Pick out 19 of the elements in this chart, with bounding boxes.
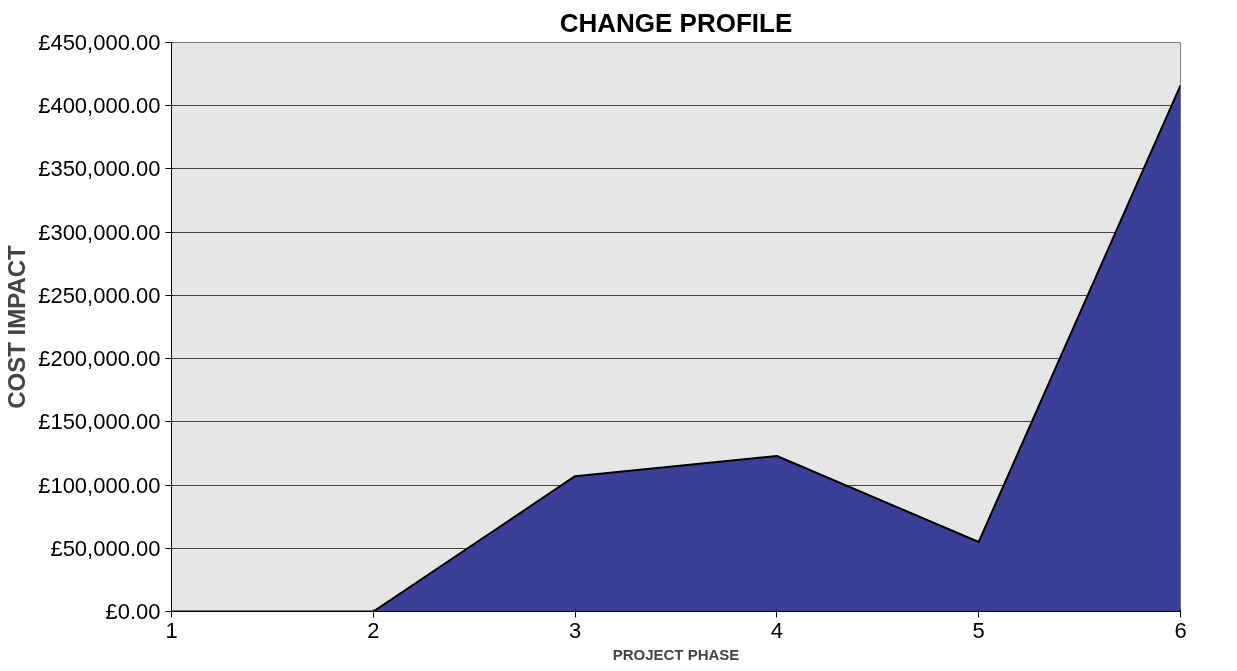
y-tick-label: £0.00 <box>105 599 161 624</box>
x-tick-label: 5 <box>972 617 985 643</box>
y-axis-title: COST IMPACT <box>3 244 31 409</box>
x-tick-label: 2 <box>367 617 380 643</box>
y-tick-label: £400,000.00 <box>38 93 161 119</box>
y-tick-label: £200,000.00 <box>38 346 161 372</box>
x-tick-label: 3 <box>568 617 582 643</box>
y-tick-label: £350,000.00 <box>38 156 161 182</box>
y-tick-label: £150,000.00 <box>38 409 161 435</box>
y-tick-label: £250,000.00 <box>38 282 161 308</box>
x-axis-title: PROJECT PHASE <box>612 645 740 663</box>
chart-title: CHANGE PROFILE <box>559 7 793 38</box>
y-tick-label: £450,000.00 <box>38 30 161 55</box>
x-tick-label: 4 <box>770 617 784 643</box>
x-tick-label: 6 <box>1174 617 1187 643</box>
y-tick-label: £100,000.00 <box>38 472 161 498</box>
y-tick-label: £300,000.00 <box>38 219 161 245</box>
y-tick-label: £50,000.00 <box>50 535 161 561</box>
x-tick-label: 1 <box>165 617 178 643</box>
